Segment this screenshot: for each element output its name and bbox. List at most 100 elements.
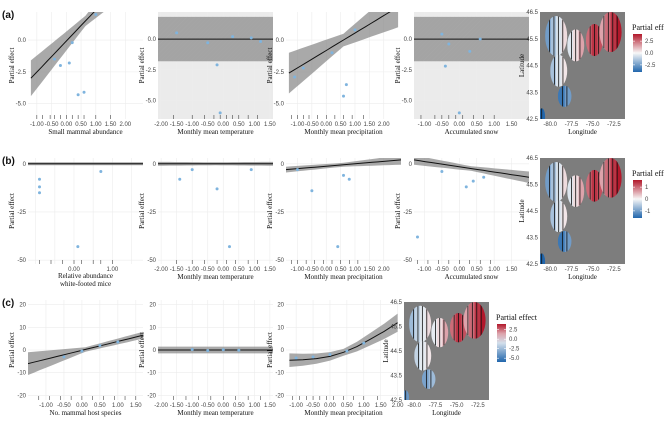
x-tick-label: -1.50 <box>170 267 184 273</box>
map-y-tick-label: 44.5 <box>526 64 538 70</box>
residual-point <box>440 169 444 173</box>
x-axis-label: Accumulated snow <box>445 273 500 281</box>
residual-point <box>38 191 41 195</box>
x-tick-label: 1.00 <box>112 403 124 409</box>
legend-title: Partial effect <box>632 23 664 32</box>
residual-point <box>336 245 340 249</box>
residual-point <box>468 49 472 53</box>
y-tick-label: -5.0 <box>274 102 285 108</box>
map-x-tick-label: -77.5 <box>429 403 443 409</box>
map-x-tick-label: -77.5 <box>565 267 579 273</box>
x-tick-label: -1.00 <box>185 267 199 273</box>
x-tick-label: 0.50 <box>233 267 245 273</box>
row-label: (c) <box>2 298 14 309</box>
y-axis-label: Partial effect <box>138 332 146 368</box>
y-tick-label: 0.0 <box>148 37 157 43</box>
x-tick-label: -1.00 <box>418 122 432 128</box>
map-y-tick-label: 43.5 <box>390 374 402 380</box>
confidence-band <box>30 12 104 97</box>
residual-point <box>362 341 366 345</box>
map-region <box>557 85 572 107</box>
legend-title: Partial effect <box>632 169 664 178</box>
residual-point <box>58 64 62 67</box>
map-region <box>567 175 585 208</box>
map-region <box>599 12 622 53</box>
x-tick-label: -0.50 <box>306 403 320 409</box>
x-axis-label: Monthly mean precipitation <box>304 409 383 417</box>
residual-point <box>328 353 332 357</box>
y-tick-label: 0 <box>409 162 413 168</box>
residual-point <box>415 235 419 239</box>
y-axis-label: Partial effect <box>8 332 16 368</box>
map-stripe <box>564 230 572 253</box>
fitted-line <box>289 322 398 361</box>
x-tick-label: -2.00 <box>154 267 168 273</box>
residual-point <box>345 349 349 353</box>
y-tick-label: 0 <box>23 162 27 168</box>
x-tick-label: 1.00 <box>488 267 500 273</box>
y-tick-label: -5.0 <box>402 99 413 105</box>
y-tick-label: -20 <box>147 393 156 399</box>
x-tick-label: 1.50 <box>130 403 142 409</box>
residual-point <box>443 64 447 68</box>
row-label: (b) <box>2 156 15 167</box>
fitted-line <box>414 159 529 178</box>
map-stripe <box>616 12 622 53</box>
map-stripe <box>597 24 603 57</box>
map-stripe <box>550 200 557 233</box>
map-stripe <box>556 16 563 57</box>
legend-title: Partial effect <box>496 313 538 322</box>
map-stripe <box>561 161 568 202</box>
x-tick-label: 0.50 <box>335 122 347 128</box>
residual-point <box>215 63 219 67</box>
x-tick-label: 0.00 <box>324 403 336 409</box>
map-stripe <box>442 317 449 348</box>
map-region <box>585 169 603 202</box>
map-region <box>409 305 432 343</box>
x-tick-label: 2.00 <box>392 403 404 409</box>
map-x-tick-label: -75.0 <box>586 267 600 273</box>
residual-point <box>231 35 235 39</box>
x-axis-label: Monthly mean temperature <box>177 409 253 417</box>
x-axis-label: Small mammal abundance <box>48 128 122 136</box>
map-stripe <box>564 85 572 107</box>
map-region <box>557 230 572 253</box>
x-tick-label: -0.50 <box>435 267 449 273</box>
residual-point <box>457 111 461 115</box>
map-stripe <box>425 341 432 371</box>
legend-colorbar <box>497 324 506 362</box>
map-x-tick-label: -80.0 <box>543 267 557 273</box>
residual-point <box>342 173 345 177</box>
residual-point <box>38 177 41 181</box>
confidence-band <box>289 313 398 367</box>
x-tick-label: 1.50 <box>264 403 276 409</box>
map-region <box>585 24 603 57</box>
map-y-tick-label: 42.5 <box>526 117 538 123</box>
residual-point <box>190 168 194 172</box>
panel-plot-area <box>414 158 529 264</box>
y-tick-label: -2.5 <box>274 70 285 76</box>
residual-point <box>67 61 71 65</box>
y-tick-label: -20 <box>275 393 284 399</box>
y-axis-label: Partial effect <box>394 48 402 84</box>
residual-point <box>221 348 225 352</box>
x-tick-label: 2.00 <box>119 122 131 128</box>
map-x-tick-label: -80.0 <box>407 403 421 409</box>
x-tick-label: -0.50 <box>201 403 215 409</box>
map-region <box>421 369 436 389</box>
x-axis-label: Monthly mean precipitation <box>304 273 383 281</box>
map-x-tick-label: -72.5 <box>607 267 621 273</box>
y-axis-label: Partial effect <box>8 48 16 84</box>
legend-tick-label: -2.5 <box>509 347 520 353</box>
residual-point <box>294 356 298 360</box>
panel-plot-area <box>286 12 401 119</box>
y-tick-label: -50 <box>403 258 412 264</box>
map-stripe <box>561 16 568 57</box>
panel-plot-area <box>414 12 529 119</box>
x-tick-label: -1.00 <box>30 122 44 128</box>
row-label: (a) <box>2 10 14 21</box>
residual-point <box>482 175 486 179</box>
map-stripe <box>585 169 593 202</box>
map-area <box>540 158 622 264</box>
map-region <box>567 29 585 62</box>
